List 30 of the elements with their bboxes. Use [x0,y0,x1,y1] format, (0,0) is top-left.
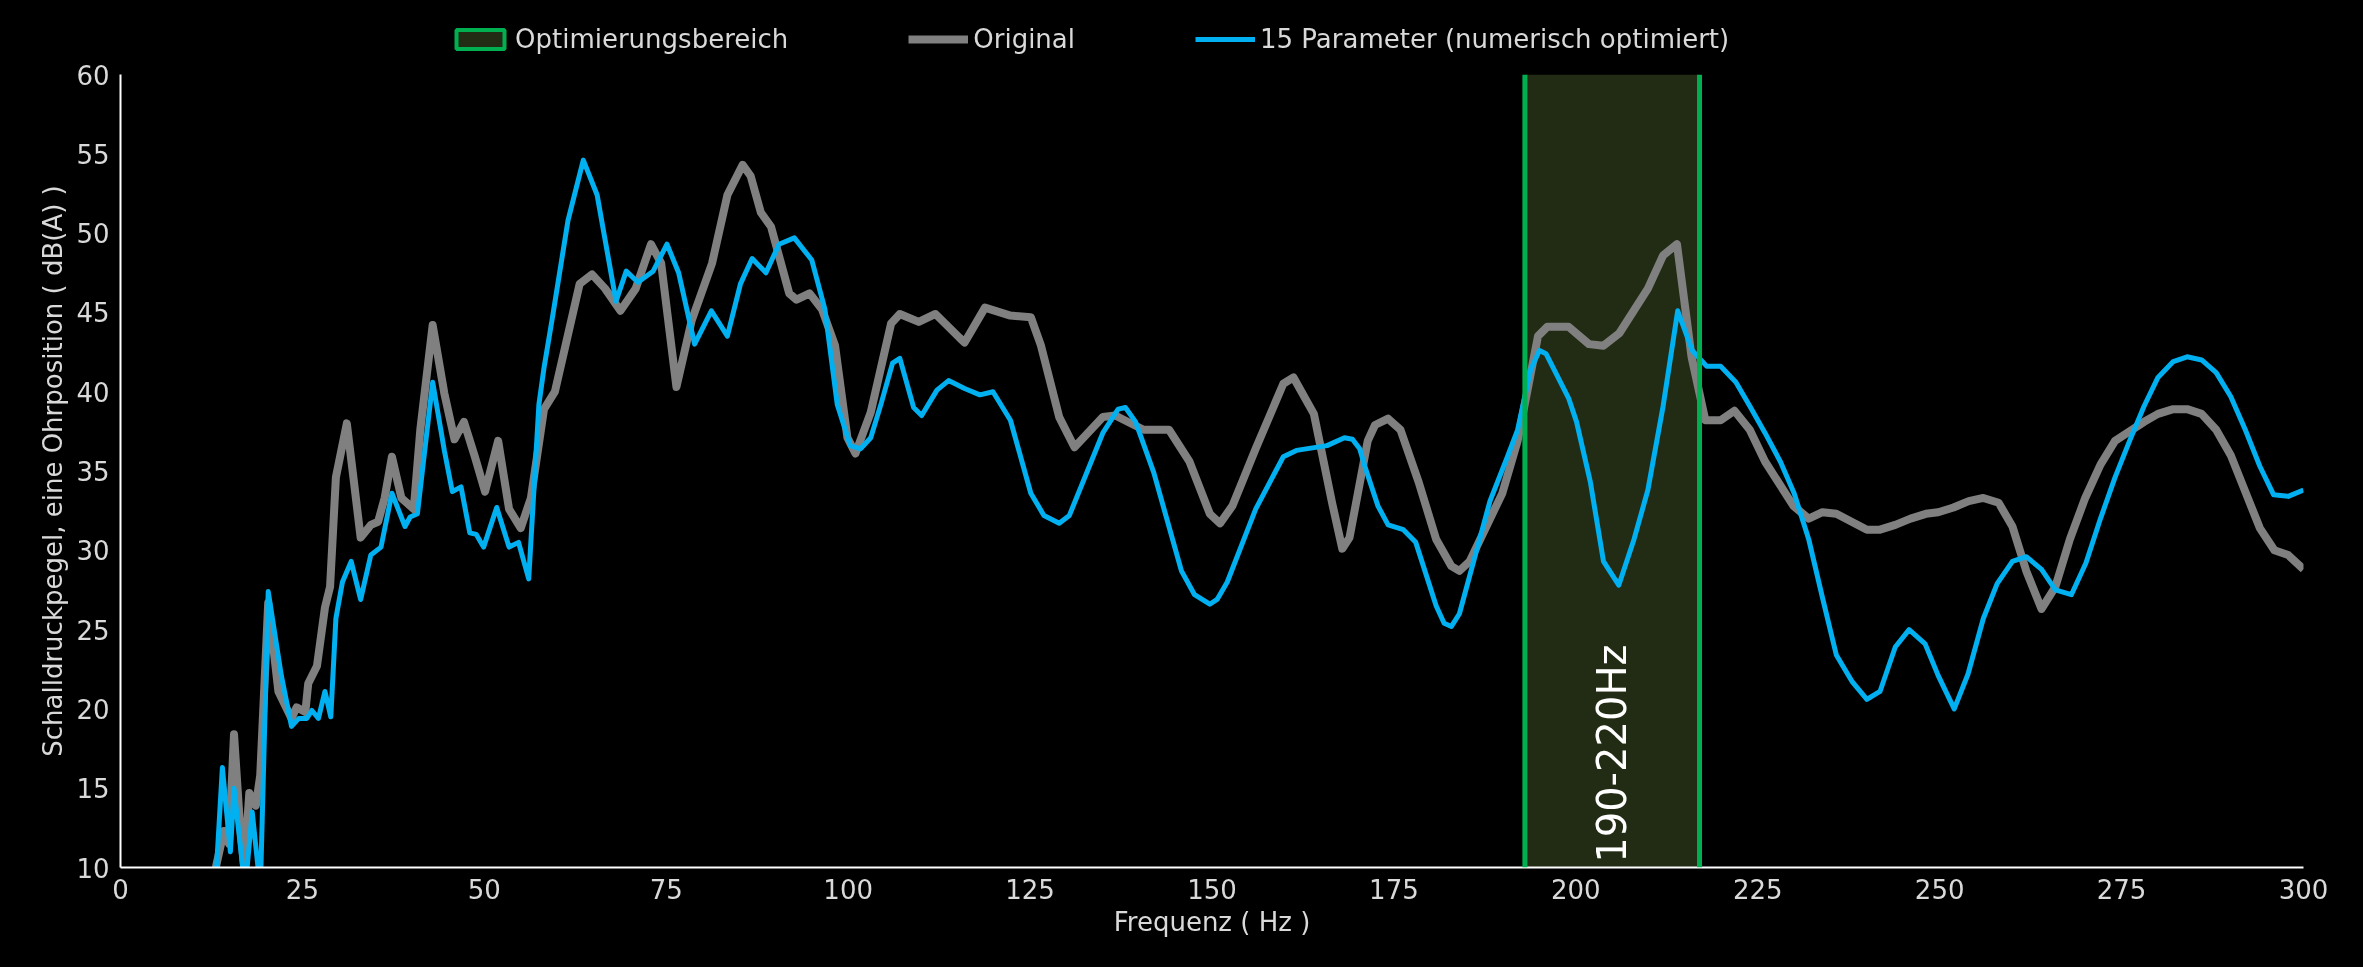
y-tick-label: 20 [76,694,110,725]
x-tick-label: 100 [823,874,873,905]
y-tick-label: 10 [76,853,110,884]
legend-label: Optimierungsbereich [515,24,789,54]
x-axis-title: Frequenz ( Hz ) [1113,906,1311,937]
annotation: 190-220Hz [1589,644,1636,863]
x-tick-label: 225 [1732,874,1783,905]
x-tick-label: 275 [2096,874,2147,905]
x-tick-label: 200 [1551,874,1601,905]
y-tick-label: 15 [76,774,110,805]
y-tick-label: 50 [76,219,110,250]
x-tick-label: 150 [1187,874,1237,905]
y-tick-label: 55 [76,139,110,170]
y-tick-label: 25 [76,615,110,646]
x-tick-label: 250 [1914,874,1965,905]
x-tick-label: 0 [112,874,129,905]
y-tick-label: 35 [76,457,110,487]
x-tick-label: 125 [1005,874,1055,905]
x-tick-label: 25 [285,874,319,905]
y-tick-label: 30 [76,536,110,567]
x-tick-label: 75 [649,874,683,905]
y-tick-label: 45 [76,298,110,329]
legend-label: Original [973,24,1075,54]
x-tick-label: 175 [1369,874,1419,905]
y-tick-label: 60 [76,60,110,91]
y-tick-label: 40 [76,377,110,408]
x-tick-label: 300 [2278,874,2329,905]
x-tick-label: 50 [467,874,501,905]
legend-label: 15 Parameter (numerisch optimiert) [1260,24,1730,54]
y-axis-title: Schalldruckpegel, eine Ohrposition ( dB(A) ) [38,185,69,757]
